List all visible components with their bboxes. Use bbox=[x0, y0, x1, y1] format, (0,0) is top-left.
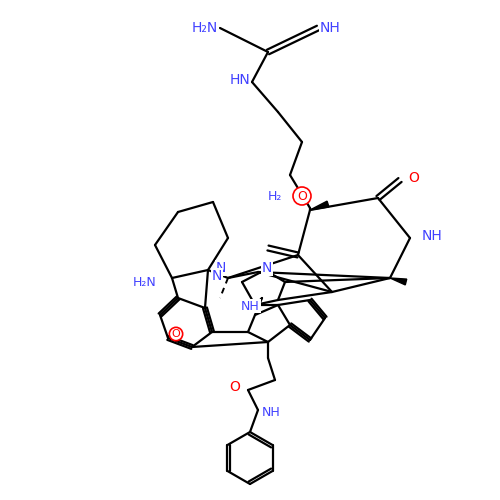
Text: NH: NH bbox=[320, 21, 341, 35]
Text: O: O bbox=[297, 190, 307, 202]
Text: NH: NH bbox=[241, 300, 260, 312]
Polygon shape bbox=[310, 201, 329, 210]
Text: H₂N: H₂N bbox=[132, 276, 156, 289]
Text: O: O bbox=[172, 329, 180, 339]
Text: H₂N: H₂N bbox=[192, 21, 218, 35]
Text: N: N bbox=[216, 261, 226, 275]
Text: N: N bbox=[262, 261, 272, 275]
Text: N: N bbox=[212, 269, 222, 283]
Text: NH: NH bbox=[262, 406, 281, 420]
Polygon shape bbox=[390, 278, 406, 285]
Text: O: O bbox=[229, 380, 240, 394]
Text: O: O bbox=[408, 171, 419, 185]
Text: NH: NH bbox=[422, 229, 443, 243]
Text: H₂: H₂ bbox=[268, 190, 282, 202]
Text: HN: HN bbox=[229, 73, 250, 87]
